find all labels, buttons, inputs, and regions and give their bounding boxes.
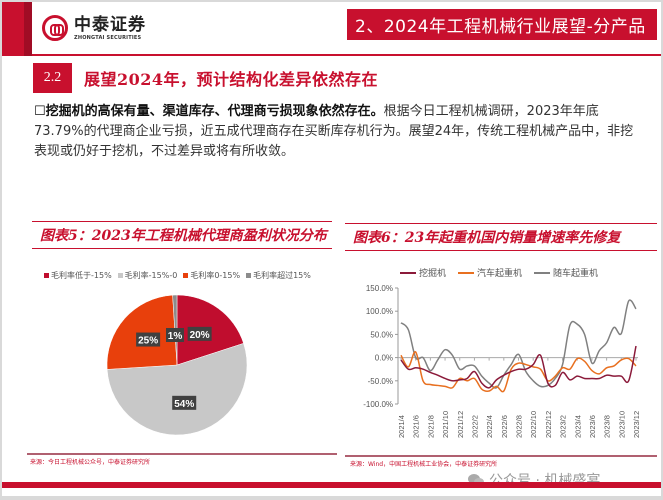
legend-swatch xyxy=(44,273,49,278)
chart6-source-divider xyxy=(345,455,657,457)
x-tick-label: 2021/10 xyxy=(441,411,450,438)
footer-bar xyxy=(2,482,661,488)
chart5-source: 来源：今日工程机械公众号，中泰证券研究所 xyxy=(30,459,151,466)
legend-item: 随车起重机 xyxy=(534,266,598,279)
x-tick-label: 2023/4 xyxy=(573,415,582,438)
legend-item: 毛利率-15%-0 xyxy=(117,270,177,281)
chart5-legend: 毛利率低于-15% 毛利率-15%-0 毛利率0-15% 毛利率超过15% xyxy=(44,270,317,281)
pie-label: 1% xyxy=(168,331,183,342)
legend-item: 挖掘机 xyxy=(400,266,446,279)
logo-name-en: ZHONGTAI SECURITIES xyxy=(74,34,142,41)
x-tick-label: 2023/6 xyxy=(588,415,597,438)
line-chart: 150.0% 100.0% 50.0% 0.0% -50.0% -100.0% 2021/4… xyxy=(363,284,641,438)
line-series xyxy=(400,351,637,393)
line-series xyxy=(400,299,637,389)
y-tick-label: -50.0% xyxy=(368,377,393,386)
x-tick-label: 2022/6 xyxy=(500,415,509,438)
checkbox-bullet-icon: ☐ xyxy=(34,104,46,119)
pie-label-bg xyxy=(187,326,212,341)
legend-swatch xyxy=(183,273,189,278)
legend-swatch xyxy=(400,271,416,274)
chart5-source-divider xyxy=(27,453,337,455)
y-tick-label: 50.0% xyxy=(370,330,393,339)
pie-label: 20% xyxy=(190,330,210,341)
x-tick-label: 2023/8 xyxy=(603,415,612,438)
x-tick-label: 2022/12 xyxy=(544,411,553,438)
x-tick-label: 2021/8 xyxy=(426,415,435,438)
chart6-legend: 挖掘机 汽车起重机 随车起重机 xyxy=(400,266,604,279)
x-tick-label: 2021/12 xyxy=(456,411,465,438)
section-title: 2、2024年工程机械行业展望-分产品 xyxy=(347,9,657,40)
x-tick-label: 2022/2 xyxy=(470,415,479,438)
pie-label-bg xyxy=(136,332,161,347)
chart6-title: 图表6：23年起重机国内销量增速率先修复 xyxy=(345,223,657,251)
legend-swatch xyxy=(458,271,475,274)
pie-label-bg xyxy=(166,328,184,342)
pie-slice xyxy=(106,343,248,436)
legend-item: 毛利率超过15% xyxy=(246,270,311,281)
pie-chart: 20% 54% 25% 1% xyxy=(106,294,248,436)
x-tick-label: 2022/4 xyxy=(485,415,494,438)
subsection-number: 2.2 xyxy=(33,63,72,93)
body-lead: 挖掘机的高保有量、渠道库存、代理商亏损现象依然存在。 xyxy=(45,104,384,119)
x-tick-label: 2022/10 xyxy=(529,411,538,438)
legend-item: 汽车起重机 xyxy=(458,266,522,279)
logo-icon xyxy=(42,15,68,41)
x-tick-label: 2023/2 xyxy=(559,415,568,438)
body-paragraph: ☐挖掘机的高保有量、渠道库存、代理商亏损现象依然存在。根据今日工程机械调研，20… xyxy=(34,102,634,162)
x-tick-label: 2021/6 xyxy=(412,415,421,438)
pie-label: 54% xyxy=(174,399,194,410)
subsection-title: 展望2024年，预计结构化差异依然存在 xyxy=(84,70,379,89)
body-text: 根据今日工程机械调研，2023年年底73.79%的代理商企业亏损，近五成代理商存… xyxy=(34,104,634,159)
logo-name-cn: 中泰证券 xyxy=(74,14,146,35)
legend-item: 毛利率0-15% xyxy=(183,270,240,281)
x-tick-label: 2023/10 xyxy=(617,411,626,438)
y-tick-label: 150.0% xyxy=(366,284,393,293)
company-logo: 中泰证券 ZHONGTAI SECURITIES xyxy=(42,15,146,41)
legend-item: 毛利率低于-15% xyxy=(44,270,112,281)
pie-slice xyxy=(106,294,178,370)
x-tick-label: 2023/12 xyxy=(632,411,641,438)
legend-swatch xyxy=(117,273,123,278)
y-tick-label: -100.0% xyxy=(363,400,393,409)
chart5-title: 图表5：2023年工程机械代理商盈利状况分布 xyxy=(32,221,332,249)
legend-swatch xyxy=(246,273,252,278)
header-accent-bar xyxy=(2,2,32,56)
y-tick-label: 0.0% xyxy=(375,354,393,363)
pie-label: 25% xyxy=(138,336,158,347)
chart6-source: 来源：Wind，中国工程机械工业协会，中泰证券研究所 xyxy=(350,461,498,468)
pie-label-bg xyxy=(172,395,197,410)
x-tick-label: 2021/4 xyxy=(397,415,406,438)
header-divider xyxy=(32,54,661,56)
y-tick-label: 100.0% xyxy=(366,307,393,316)
x-tick-label: 2022/8 xyxy=(515,415,524,438)
legend-swatch xyxy=(534,271,551,274)
line-series xyxy=(400,345,637,389)
